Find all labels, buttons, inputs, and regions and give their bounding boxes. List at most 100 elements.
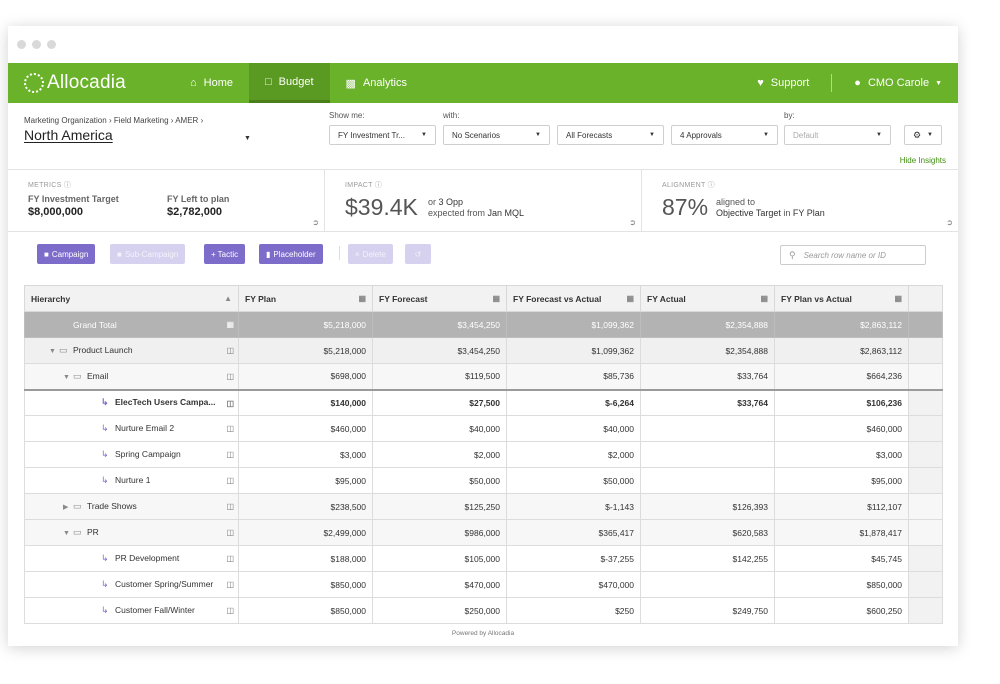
row-detail-icon[interactable]: ◫ — [226, 502, 234, 511]
cell-fva[interactable]: $50,000 — [506, 467, 641, 494]
table-row[interactable]: ↳ Customer Fall/Winter ◫ $850,000 $250,000 $2… — [24, 597, 943, 624]
calculator-icon[interactable]: ▦ — [358, 294, 366, 303]
cell-fva[interactable]: $2,000 — [506, 441, 641, 468]
by-select[interactable]: Default ▼ — [784, 125, 891, 145]
hierarchy-cell[interactable]: ▼ ▭ Product Launch ◫ — [24, 337, 239, 364]
nav-home[interactable]: ⌂ Home — [174, 63, 249, 103]
cell-pva[interactable]: $112,107 — [774, 493, 909, 520]
cell-forecast[interactable]: $470,000 — [372, 571, 507, 598]
add-sub-campaign-button[interactable]: ■ Sub-Campaign — [110, 244, 186, 264]
cell-plan[interactable]: $850,000 — [238, 571, 373, 598]
cell-pva[interactable]: $2,863,112 — [774, 311, 909, 338]
cell-actual[interactable] — [640, 571, 775, 598]
row-detail-icon[interactable]: ◫ — [226, 424, 234, 433]
region-selector[interactable]: North America — [24, 127, 113, 143]
cell-actual[interactable] — [640, 441, 775, 468]
cell-forecast[interactable]: $250,000 — [372, 597, 507, 624]
delete-button[interactable]: × Delete — [348, 244, 393, 264]
cell-plan[interactable]: $698,000 — [238, 363, 373, 390]
cell-pva[interactable]: $850,000 — [774, 571, 909, 598]
hierarchy-cell[interactable]: ↳ ElecTech Users Campa... ◫ — [24, 388, 239, 416]
cell-plan[interactable]: $188,000 — [238, 545, 373, 572]
chevron-down-icon[interactable]: ▼ — [63, 530, 70, 537]
undo-button[interactable]: ↺ — [405, 244, 431, 264]
cell-forecast[interactable]: $3,454,250 — [372, 311, 507, 338]
cell-forecast[interactable]: $3,454,250 — [372, 337, 507, 364]
cell-pva[interactable]: $3,000 — [774, 441, 909, 468]
approvals-select[interactable]: 4 Approvals ▼ — [671, 125, 778, 145]
cell-actual[interactable]: $33,764 — [640, 388, 775, 416]
col-header-fy-actual[interactable]: FY Actual ▦ — [640, 285, 775, 312]
table-row[interactable]: ↳ Nurture 1 ◫ $95,000 $50,000 $50,000 $95,000 — [24, 467, 943, 494]
hierarchy-cell[interactable]: ▼ ▭ Email ◫ — [24, 363, 239, 390]
row-search-input[interactable]: ⚲ Search row name or ID — [780, 245, 926, 265]
row-detail-icon[interactable]: ◫ — [226, 554, 234, 563]
chevron-down-icon[interactable]: ▼ — [63, 373, 70, 381]
hierarchy-cell[interactable]: ↳ Nurture 1 ◫ — [24, 467, 239, 494]
hierarchy-cell[interactable]: ▼ ▭ PR ◫ — [24, 519, 239, 546]
calculator-icon[interactable]: ▦ — [492, 294, 500, 303]
row-detail-icon[interactable]: ◫ — [226, 528, 234, 537]
settings-dropdown[interactable]: ⚙ ▼ — [904, 125, 942, 145]
calculator-icon[interactable]: ▦ — [894, 294, 902, 303]
breadcrumb-item[interactable]: Field Marketing — [113, 116, 169, 125]
cell-plan[interactable]: $5,218,000 — [238, 337, 373, 364]
hierarchy-cell[interactable]: ↳ Spring Campaign ◫ — [24, 441, 239, 468]
hierarchy-cell[interactable]: ↳ Customer Fall/Winter ◫ — [24, 597, 239, 624]
row-detail-icon[interactable]: ◫ — [226, 450, 234, 459]
window-dot-close[interactable] — [17, 40, 26, 49]
expand-icon[interactable]: ➲ — [629, 218, 636, 227]
calculator-icon[interactable]: ▦ — [626, 294, 634, 303]
hierarchy-cell[interactable]: ↳ PR Development ◫ — [24, 545, 239, 572]
cell-pva[interactable]: $95,000 — [774, 467, 909, 494]
cell-forecast[interactable]: $986,000 — [372, 519, 507, 546]
table-row[interactable]: ↳ ElecTech Users Campa... ◫ $140,000 $27,500… — [24, 388, 943, 416]
nav-analytics[interactable]: ▩ Analytics — [330, 63, 423, 103]
breadcrumb-item[interactable]: AMER — [175, 116, 199, 125]
cell-pva[interactable]: $1,878,417 — [774, 519, 909, 546]
row-detail-icon[interactable]: ▦ — [226, 320, 234, 329]
cell-fva[interactable]: $85,736 — [506, 363, 641, 390]
expand-icon[interactable]: ➲ — [312, 218, 319, 227]
cell-plan[interactable]: $460,000 — [238, 415, 373, 442]
cell-fva[interactable]: $1,099,362 — [506, 311, 641, 338]
hierarchy-cell[interactable]: ↳ Customer Spring/Summer ◫ — [24, 571, 239, 598]
cell-fva[interactable]: $250 — [506, 597, 641, 624]
cell-actual[interactable]: $33,764 — [640, 363, 775, 390]
hierarchy-cell[interactable]: ▶ ▭ Trade Shows ◫ — [24, 493, 239, 520]
cell-forecast[interactable]: $27,500 — [372, 388, 507, 416]
cell-forecast[interactable]: $50,000 — [372, 467, 507, 494]
table-row[interactable]: ↳ PR Development ◫ $188,000 $105,000 $-37,255… — [24, 545, 943, 572]
cell-plan[interactable]: $850,000 — [238, 597, 373, 624]
cell-plan[interactable]: $3,000 — [238, 441, 373, 468]
scenario-select[interactable]: No Scenarios ▼ — [443, 125, 550, 145]
window-dot-minimize[interactable] — [32, 40, 41, 49]
user-menu[interactable]: ● CMO Carole ▼ — [838, 63, 958, 103]
cell-pva[interactable]: $600,250 — [774, 597, 909, 624]
cell-fva[interactable]: $-37,255 — [506, 545, 641, 572]
breadcrumb-item[interactable]: Marketing Organization — [24, 116, 107, 125]
caret-down-icon[interactable]: ▼ — [244, 135, 251, 142]
window-dot-maximize[interactable] — [47, 40, 56, 49]
nav-budget[interactable]: □ Budget — [249, 63, 330, 103]
cell-actual[interactable] — [640, 467, 775, 494]
cell-pva[interactable]: $2,863,112 — [774, 337, 909, 364]
grand-total-row[interactable]: Grand Total ▦ $5,218,000 $3,454,250 $1,099,3… — [24, 311, 943, 338]
cell-actual[interactable]: $2,354,888 — [640, 311, 775, 338]
cell-forecast[interactable]: $105,000 — [372, 545, 507, 572]
table-row[interactable]: ↳ Nurture Email 2 ◫ $460,000 $40,000 $40,000 $… — [24, 415, 943, 442]
cell-forecast[interactable]: $125,250 — [372, 493, 507, 520]
cell-plan[interactable]: $2,499,000 — [238, 519, 373, 546]
table-row[interactable]: ▼ ▭ Email ◫ $698,000 $119,500 $85,736 $33,764 $6… — [24, 363, 943, 390]
row-detail-icon[interactable]: ◫ — [226, 398, 234, 408]
cell-fva[interactable]: $40,000 — [506, 415, 641, 442]
add-placeholder-button[interactable]: ▮ Placeholder — [259, 244, 323, 264]
col-header-forecast-vs-actual[interactable]: FY Forecast vs Actual ▦ — [506, 285, 641, 312]
cell-plan[interactable]: $5,218,000 — [238, 311, 373, 338]
cell-plan[interactable]: $140,000 — [238, 388, 373, 416]
col-header-plan-vs-actual[interactable]: FY Plan vs Actual ▦ — [774, 285, 909, 312]
cell-pva[interactable]: $106,236 — [774, 388, 909, 416]
col-header-hierarchy[interactable]: Hierarchy ▲ — [24, 285, 239, 312]
cell-fva[interactable]: $-6,264 — [506, 388, 641, 416]
cell-actual[interactable]: $249,750 — [640, 597, 775, 624]
